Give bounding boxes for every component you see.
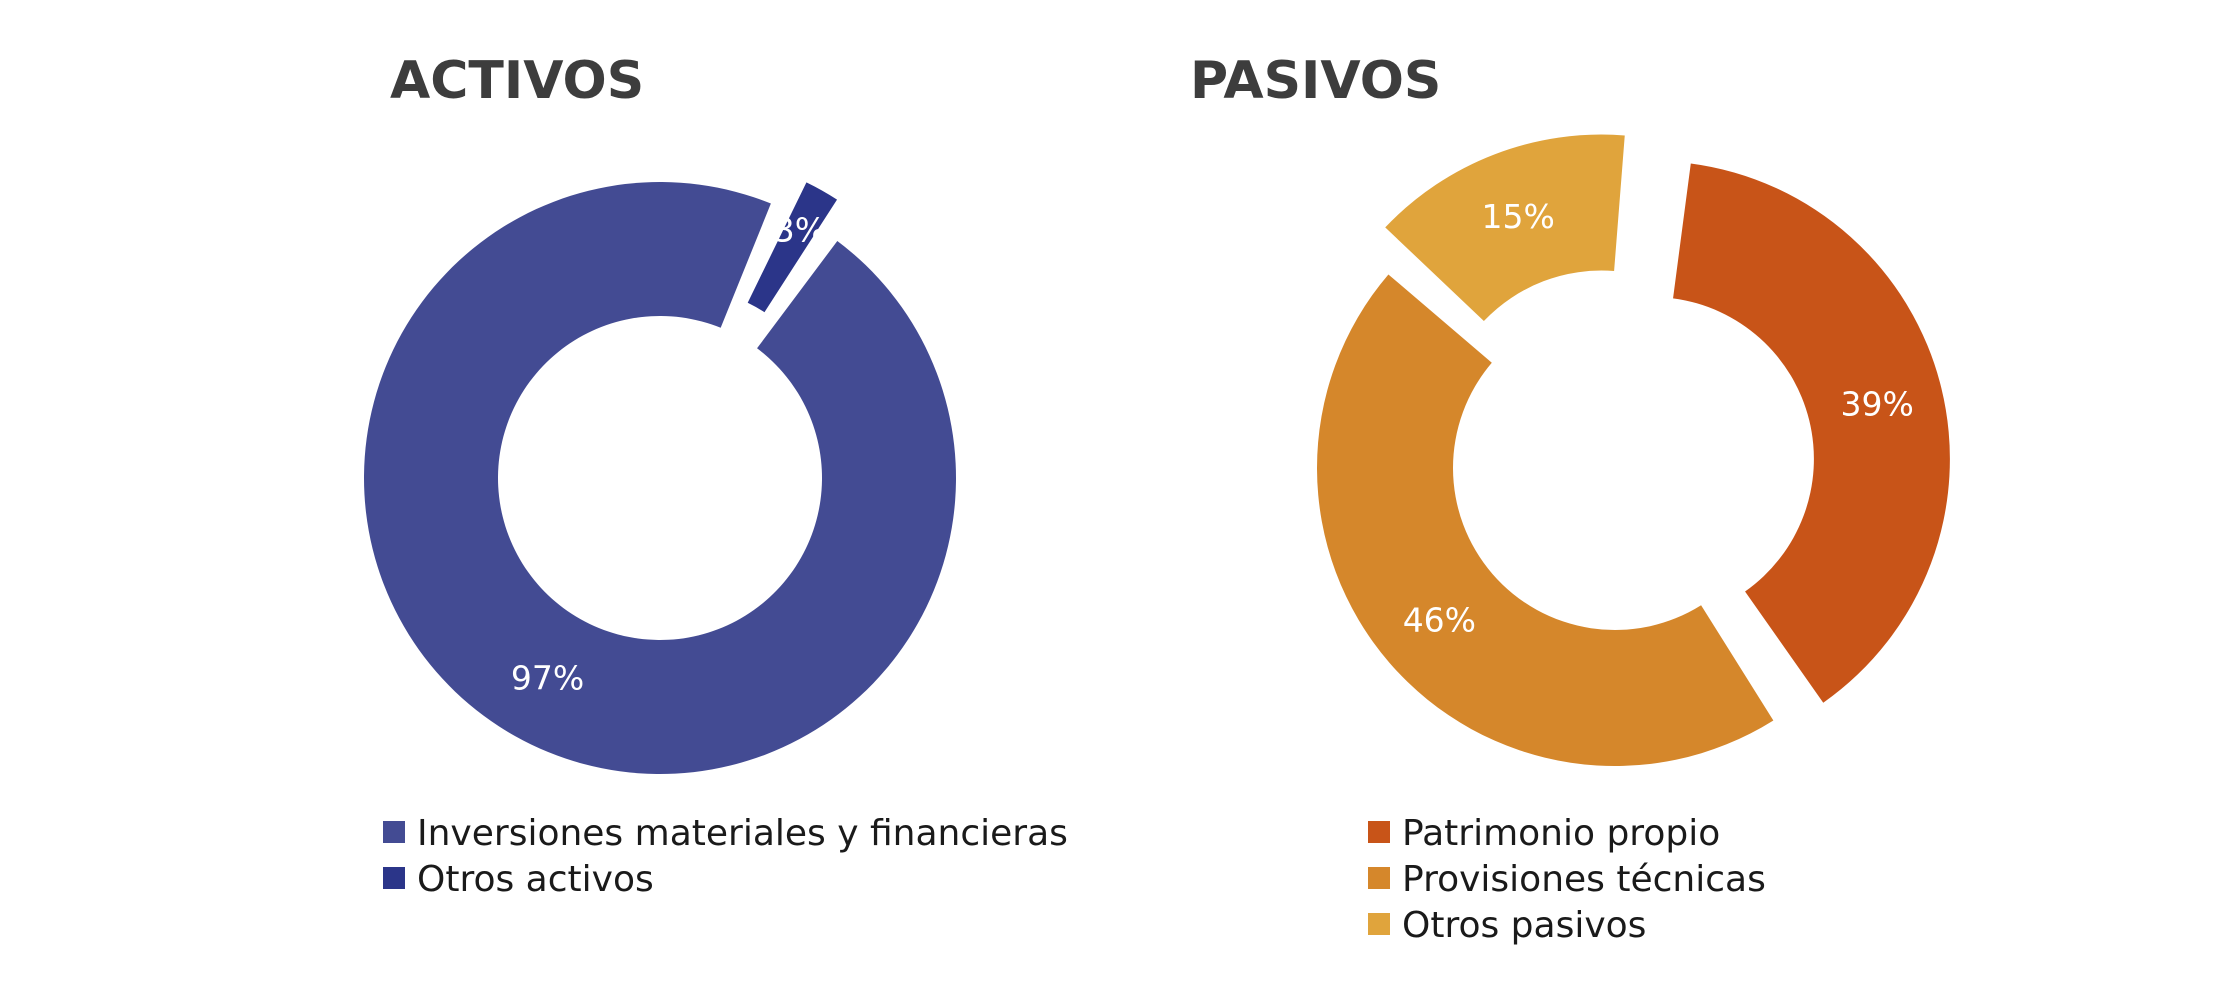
activos-slices <box>364 182 956 775</box>
pasivos-legend: Patrimonio propio Provisiones técnicas Otr… <box>1368 813 1766 946</box>
activos-legend-swatch-inversiones-materiales-y-financieras <box>383 821 405 843</box>
activos-slice-labels: 3% 97% <box>511 211 826 698</box>
pasivos-slice-patrimonio-propio <box>1673 163 1950 703</box>
activos-legend-label-otros-activos: Otros activos <box>417 859 654 900</box>
activos-slice-otros-activos <box>747 182 838 313</box>
activos-legend-label-inversiones-materiales-y-financieras: Inversiones materiales y financieras <box>417 813 1068 854</box>
pasivos-label-patrimonio-propio: 39% <box>1841 385 1914 424</box>
pasivos-slice-labels: 39% 46% 15% <box>1403 197 1914 640</box>
pasivos-donut-chart: PASIVOS 39% 46% 15% Patrimonio propio Provi… <box>1190 51 1950 946</box>
activos-donut-chart: ACTIVOS 3% 97% Inversiones materiales y f… <box>364 51 1068 900</box>
activos-label-otros-activos: 3% <box>774 211 826 250</box>
pasivos-slice-provisiones-tecnicas <box>1316 274 1774 767</box>
pasivos-slices <box>1316 134 1950 767</box>
pasivos-label-otros-pasivos: 15% <box>1482 197 1555 236</box>
pasivos-label-provisiones-tecnicas: 46% <box>1403 601 1476 640</box>
activos-slice-inversiones-materiales-y-financieras <box>364 182 956 775</box>
pasivos-legend-label-patrimonio-propio: Patrimonio propio <box>1402 813 1720 854</box>
activos-label-inversiones-materiales-y-financieras: 97% <box>511 659 584 698</box>
pasivos-legend-swatch-otros-pasivos <box>1368 913 1390 935</box>
pasivos-legend-label-otros-pasivos: Otros pasivos <box>1402 905 1646 946</box>
pasivos-legend-swatch-patrimonio-propio <box>1368 821 1390 843</box>
pasivos-slice-otros-pasivos <box>1385 134 1625 322</box>
activos-legend-swatch-otros-activos <box>383 867 405 889</box>
pasivos-legend-swatch-provisiones-tecnicas <box>1368 867 1390 889</box>
activos-title: ACTIVOS <box>390 51 644 111</box>
activos-legend: Inversiones materiales y financieras Otro… <box>383 813 1068 900</box>
pasivos-title: PASIVOS <box>1190 51 1441 111</box>
pasivos-legend-label-provisiones-tecnicas: Provisiones técnicas <box>1402 859 1766 900</box>
